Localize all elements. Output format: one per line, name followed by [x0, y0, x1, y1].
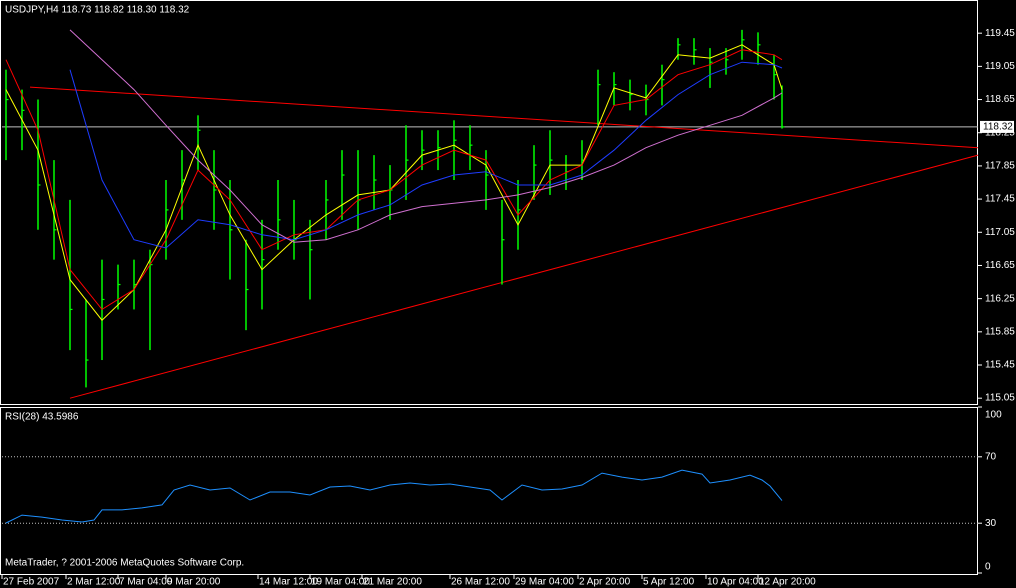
moving-average [69, 61, 783, 249]
x-tick-label: 26 Mar 12:00 [451, 577, 510, 588]
x-tick-label: 7 Mar 04:00 [119, 577, 173, 588]
x-tick-label: 9 Mar 20:00 [167, 577, 221, 588]
y-tick-label: 116.65 [985, 260, 1015, 271]
copyright: MetaTrader, ? 2001-2006 MetaQuotes Softw… [5, 558, 244, 569]
y-tick-label: 117.45 [985, 194, 1015, 205]
y-tick-label: 70 [985, 451, 997, 462]
trendline [69, 154, 979, 399]
rsi-line [5, 469, 783, 524]
y-tick-label: 115.85 [985, 326, 1015, 337]
moving-average [69, 29, 783, 243]
rsi-title: RSI(28) 43.5986 [5, 412, 79, 423]
y-tick-label: 30 [985, 518, 997, 529]
y-tick-label: 0 [985, 562, 991, 573]
x-tick-label: 29 Mar 04:00 [515, 577, 574, 588]
y-tick-label: 118.65 [985, 94, 1015, 105]
price-panel [0, 0, 978, 405]
x-tick-label: 19 Mar 04:00 [311, 577, 370, 588]
x-tick-label: 14 Mar 12:00 [259, 577, 318, 588]
x-tick-label: 21 Mar 20:00 [363, 577, 422, 588]
x-tick-label: 27 Feb 2007 [3, 577, 60, 588]
y-tick-label: 115.45 [985, 360, 1015, 371]
x-tick-label: 12 Apr 20:00 [759, 577, 816, 588]
x-tick-label: 2 Apr 20:00 [579, 577, 631, 588]
chart-title: USDJPY,H4 118.73 118.82 118.30 118.32 [5, 5, 190, 16]
current-price-box [980, 120, 1014, 133]
x-tick-label: 2 Mar 12:00 [67, 577, 121, 588]
y-tick-label: 119.45 [985, 28, 1015, 39]
y-tick-label: 116.25 [985, 293, 1015, 304]
y-tick-label: 119.05 [985, 61, 1015, 72]
current-price-label: 118.32 [983, 122, 1013, 133]
moving-average [5, 44, 783, 321]
moving-average [5, 49, 783, 311]
trendline [29, 86, 979, 149]
rsi-panel [0, 407, 978, 575]
y-tick-label: 117.05 [985, 227, 1015, 238]
y-tick-label: 115.05 [985, 393, 1015, 404]
x-tick-label: 5 Apr 12:00 [643, 577, 695, 588]
y-tick-label: 117.85 [985, 161, 1015, 172]
y-tick-label: 100 [985, 410, 1002, 421]
x-tick-label: 10 Apr 04:00 [707, 577, 764, 588]
